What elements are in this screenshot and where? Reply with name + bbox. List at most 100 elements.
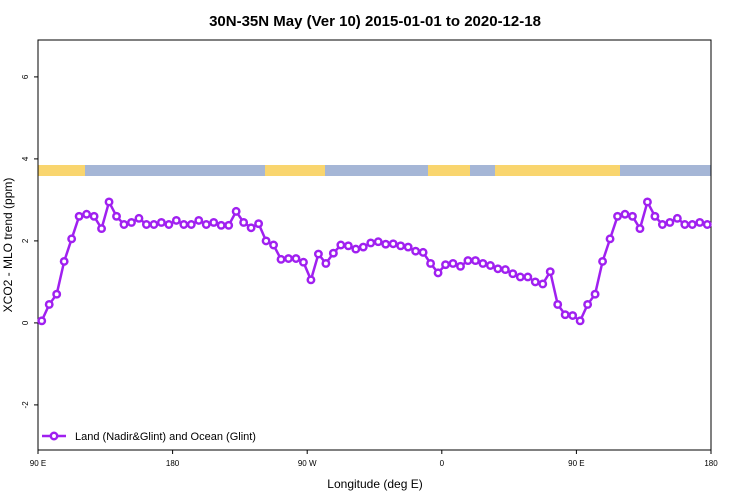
data-point <box>418 247 428 257</box>
legend-label: Land (Nadir&Glint) and Ocean (Glint) <box>75 431 256 443</box>
data-point <box>358 242 368 252</box>
data-point <box>74 211 84 221</box>
data-point <box>493 264 503 274</box>
data-point <box>642 197 652 207</box>
data-point <box>702 220 712 229</box>
data-point <box>605 234 615 244</box>
x-tick-label: 90 W <box>298 459 317 468</box>
x-tick-label: 0 <box>440 459 445 468</box>
data-point <box>209 218 219 227</box>
data-point <box>141 220 151 229</box>
ocean-strip <box>38 165 711 176</box>
data-point <box>478 259 488 268</box>
data-point <box>59 256 69 266</box>
data-point <box>590 289 600 299</box>
land-ocean-strip <box>38 165 711 176</box>
data-point <box>500 265 510 275</box>
data-point <box>231 206 241 216</box>
data-point <box>351 244 361 254</box>
data-point <box>149 220 159 229</box>
land-strip <box>495 165 620 176</box>
data-point <box>583 300 593 309</box>
data-point <box>97 224 107 234</box>
x-axis-label: Longitude (deg E) <box>327 477 422 491</box>
data-point <box>672 213 682 223</box>
data-point <box>381 239 391 249</box>
x-tick-label: 180 <box>166 459 180 468</box>
data-point <box>635 224 645 234</box>
data-point <box>396 241 406 251</box>
data-point <box>164 220 174 229</box>
data-point <box>44 300 54 309</box>
data-point <box>553 300 563 309</box>
data-point <box>291 254 301 263</box>
x-tick-label: 90 E <box>30 459 46 468</box>
data-point <box>269 240 278 250</box>
data-point <box>485 261 495 270</box>
data-point <box>224 220 234 230</box>
data-point <box>201 220 211 229</box>
data-point <box>186 220 196 229</box>
data-point <box>515 272 525 282</box>
data-point <box>471 256 480 266</box>
data-point <box>276 254 286 264</box>
data-point <box>426 259 436 268</box>
data-point <box>239 218 249 227</box>
data-point <box>306 275 316 285</box>
data-point <box>261 236 271 246</box>
data-point <box>82 209 92 219</box>
data-point <box>388 239 398 249</box>
data-point <box>560 310 570 320</box>
data-point <box>104 197 114 207</box>
data-point <box>508 269 518 279</box>
land-strip <box>265 165 325 176</box>
data-point <box>695 218 705 227</box>
data-point <box>216 220 226 230</box>
plot-frame <box>37 39 712 451</box>
data-point <box>127 218 136 227</box>
y-tick-label: -2 <box>21 401 30 409</box>
data-point <box>403 242 413 252</box>
data-point <box>598 256 608 266</box>
data-point <box>448 259 458 268</box>
data-point <box>620 209 630 219</box>
y-axis-label: XCO2 - MLO trend (ppm) <box>1 178 15 313</box>
data-point <box>89 211 99 221</box>
data-point <box>37 316 47 326</box>
data-point <box>112 211 121 221</box>
data-point <box>680 220 690 229</box>
chart-title: 30N-35N May (Ver 10) 2015-01-01 to 2020-… <box>209 13 541 30</box>
data-point <box>575 316 585 326</box>
data-point <box>665 218 675 227</box>
data-point <box>134 213 144 223</box>
data-point <box>433 268 443 278</box>
data-point <box>179 220 189 229</box>
data-point <box>411 246 421 256</box>
data-point <box>321 259 331 268</box>
y-tick-label: 6 <box>21 74 30 79</box>
data-point <box>687 220 697 229</box>
data-point <box>299 257 308 267</box>
y-tick-label: 2 <box>21 238 30 243</box>
data-point <box>657 220 667 229</box>
data-point <box>67 234 77 244</box>
data-point <box>254 219 264 229</box>
legend-marker <box>49 431 59 441</box>
data-point <box>284 254 293 263</box>
data-point <box>366 238 376 248</box>
data-point <box>530 277 540 287</box>
data-point <box>343 241 353 251</box>
data-point <box>523 272 533 282</box>
data-point <box>194 215 204 225</box>
data-point <box>246 223 256 233</box>
data-point <box>313 249 323 259</box>
data-point <box>373 237 383 247</box>
data-point <box>650 211 660 221</box>
x-tick-label: 90 E <box>568 459 584 468</box>
land-strip <box>38 165 85 176</box>
data-point <box>538 279 548 289</box>
data-point <box>119 220 129 229</box>
data-point <box>156 218 166 227</box>
land-strip <box>428 165 470 176</box>
